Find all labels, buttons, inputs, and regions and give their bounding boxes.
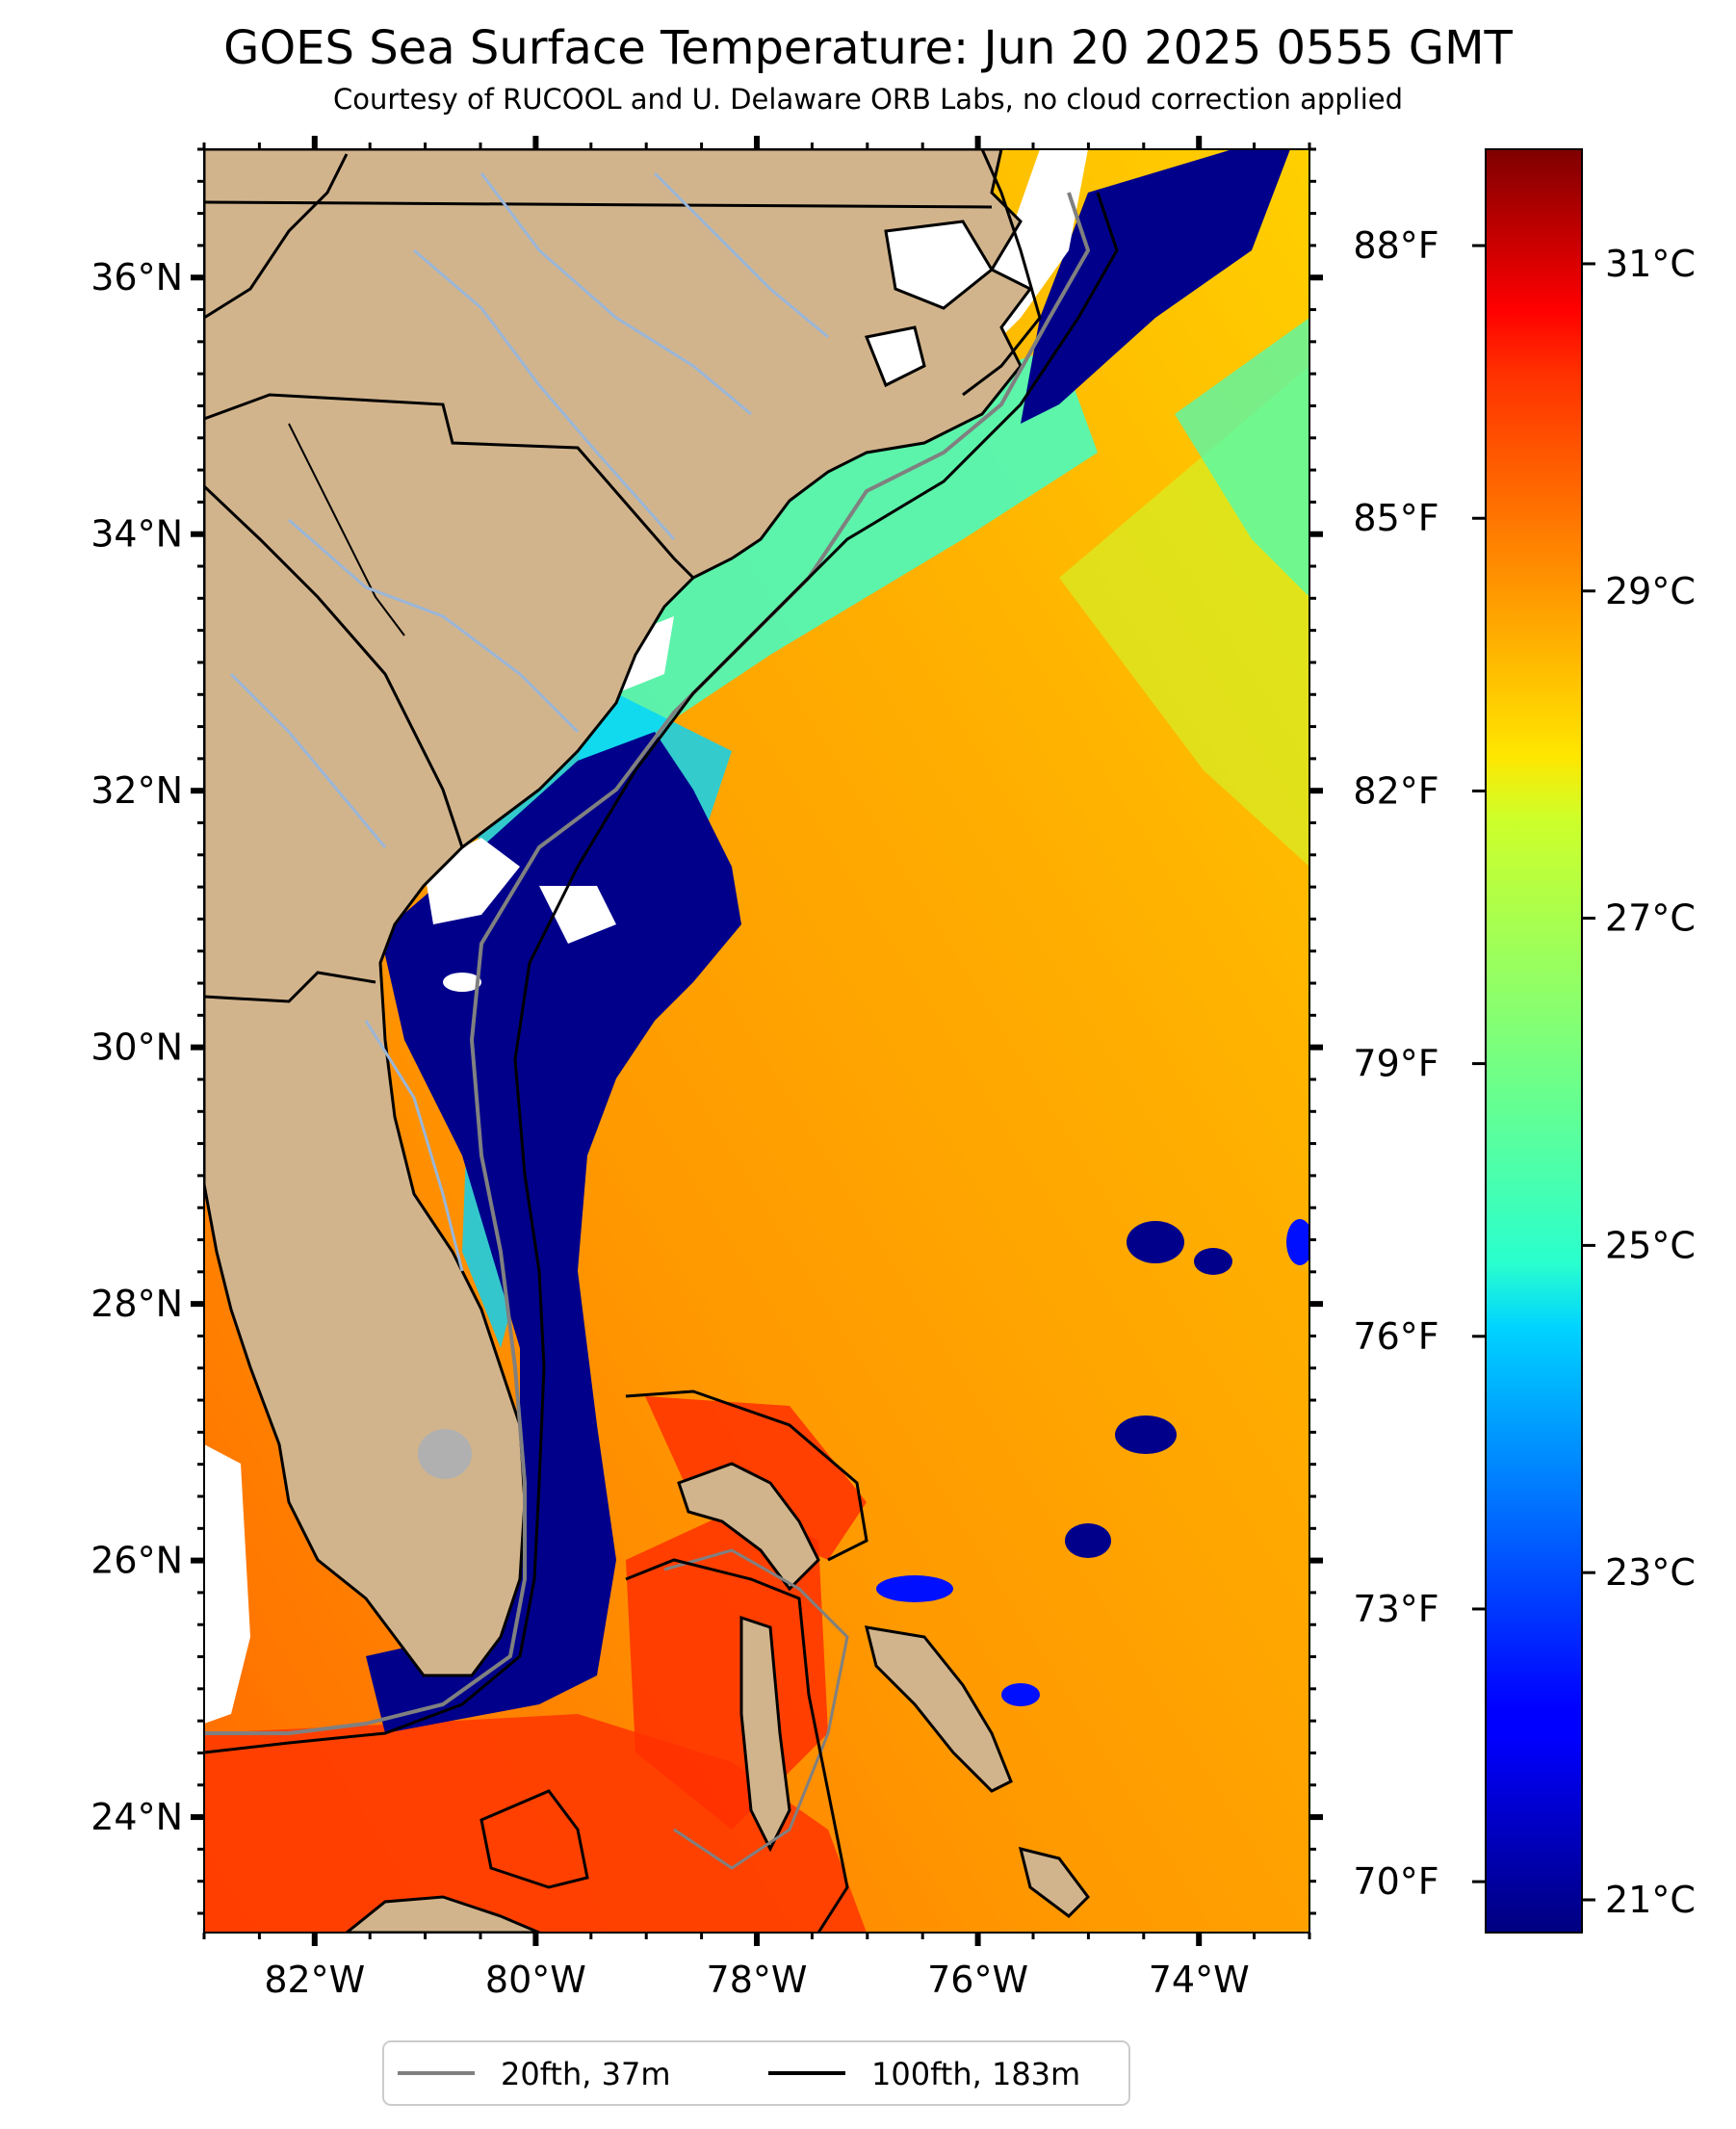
land-cuba <box>344 1895 540 1933</box>
lake-okeechobee <box>418 1429 472 1479</box>
island-southern-bahamas <box>1018 1846 1090 1918</box>
legend-label-20fth: 20fth, 37m <box>501 2056 670 2092</box>
sound-inlet <box>864 325 926 388</box>
river <box>479 172 752 416</box>
latitude-axis: 24°N 26°N 28°N 30°N 32°N 34°N 36°N <box>91 147 1323 1915</box>
cold-patch <box>1127 1221 1184 1263</box>
river <box>413 248 676 540</box>
chart-subtitle: Courtesy of RUCOOL and U. Delaware ORB L… <box>332 83 1404 116</box>
lon-tick-label: 76°W <box>927 1959 1028 2001</box>
lon-tick-label: 74°W <box>1149 1959 1250 2001</box>
isobath-100fth-andros <box>625 1558 849 1933</box>
celsius-axis: 21°C 23°C 25°C 27°C 29°C 31°C <box>1582 243 1696 1921</box>
land-southeast-us <box>204 149 1033 1677</box>
lat-tick-label: 36°N <box>91 256 183 299</box>
fahrenheit-tick-label: 79°F <box>1353 1043 1438 1085</box>
celsius-tick-label: 23°C <box>1605 1551 1696 1594</box>
isobath-100fth <box>204 192 1119 1754</box>
celsius-tick-label: 25°C <box>1605 1224 1696 1266</box>
ocean-cyan-patch <box>1175 318 1309 597</box>
river <box>288 518 580 734</box>
isobath-100fth-caysal <box>479 1789 589 1889</box>
celsius-tick-label: 31°C <box>1605 243 1696 285</box>
cold-patch <box>1115 1415 1177 1454</box>
cloud-area <box>539 886 616 944</box>
cold-patch <box>876 1575 953 1602</box>
fahrenheit-tick-label: 82°F <box>1353 769 1438 812</box>
sst-map <box>204 149 1309 1933</box>
lat-tick-label: 26°N <box>91 1540 183 1582</box>
lon-tick-label: 82°W <box>264 1959 365 2001</box>
celsius-tick-label: 27°C <box>1605 897 1696 940</box>
cold-patch <box>1194 1248 1232 1275</box>
celsius-tick-label: 21°C <box>1605 1879 1696 1921</box>
cold-patch <box>1001 1683 1040 1706</box>
cold-patch <box>1286 1219 1309 1265</box>
fahrenheit-tick-label: 88°F <box>1353 224 1438 267</box>
island-eleuthera <box>864 1625 1013 1793</box>
river <box>364 1020 464 1272</box>
island-abaco <box>677 1462 820 1592</box>
lon-tick-label: 80°W <box>485 1959 586 2001</box>
celsius-tick-label: 29°C <box>1605 570 1696 612</box>
longitude-axis: 82°W 80°W 78°W 76°W 74°W <box>202 136 1311 2001</box>
lat-tick-label: 30°N <box>91 1026 183 1069</box>
colorbar <box>1485 148 1583 1934</box>
lat-tick-label: 32°N <box>91 769 183 812</box>
pamlico-sound <box>884 220 994 310</box>
legend-label-100fth: 100fth, 183m <box>871 2056 1080 2092</box>
cloud-area <box>443 973 481 992</box>
river <box>653 171 829 339</box>
outer-banks <box>962 149 1042 397</box>
shelf-green-water <box>578 347 1098 770</box>
state-border-inland <box>204 153 349 320</box>
state-border-sc-ga <box>204 484 464 848</box>
isobath-legend: 20fth, 37m 100fth, 183m <box>382 2040 1130 2106</box>
isobath-100fth-abaco <box>625 1389 868 1562</box>
chart-title: GOES Sea Surface Temperature: Jun 20 202… <box>223 21 1513 75</box>
state-border-nc-sc <box>204 393 695 580</box>
lat-tick-label: 34°N <box>91 513 183 556</box>
state-border-va-nc <box>204 200 993 209</box>
legend-box <box>382 2040 1130 2106</box>
river <box>229 672 387 848</box>
isobath-20fth <box>204 192 1091 1735</box>
state-border-inland <box>288 423 405 636</box>
cold-water-north <box>1021 149 1290 424</box>
cold-patch <box>1065 1523 1111 1558</box>
fahrenheit-tick-label: 73°F <box>1353 1588 1438 1630</box>
cloud-area <box>204 1444 250 1724</box>
isobath-20fth-bahamas <box>663 1548 849 1870</box>
fahrenheit-axis: 70°F 73°F 76°F 79°F 82°F 85°F 88°F <box>1353 224 1486 1903</box>
island-andros <box>739 1615 791 1853</box>
fahrenheit-tick-label: 76°F <box>1353 1315 1438 1358</box>
lon-tick-label: 78°W <box>707 1959 808 2001</box>
lat-tick-label: 28°N <box>91 1283 183 1325</box>
fahrenheit-tick-label: 85°F <box>1353 497 1438 539</box>
fahrenheit-tick-label: 70°F <box>1353 1860 1438 1903</box>
lat-tick-label: 24°N <box>91 1796 183 1838</box>
state-border-ga-fl <box>204 971 376 1003</box>
